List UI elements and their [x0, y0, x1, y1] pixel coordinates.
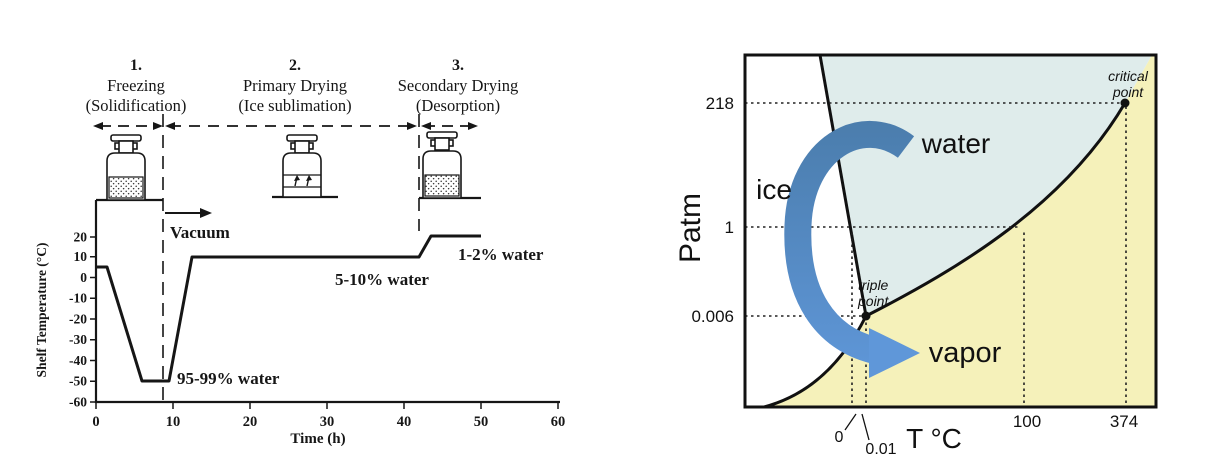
melting-line: [818, 55, 868, 317]
water-phase-diagram: ice water vapor triple point critical po…: [674, 53, 1158, 458]
frozen-fill: [108, 176, 144, 199]
stage-2-subtitle: (Ice sublimation): [238, 96, 351, 115]
x-tick-label: 30: [320, 414, 335, 430]
y-tick-label: -30: [69, 332, 87, 347]
stage-1-title: Freezing: [107, 76, 165, 95]
stage-2-title: Primary Drying: [243, 76, 347, 95]
vaporization-curve: [865, 102, 1127, 318]
stage-3-title: Secondary Drying: [398, 76, 519, 95]
arrowhead-right-icon: [153, 122, 163, 130]
region-water-label: water: [921, 128, 990, 159]
plot-border: [743, 53, 1158, 409]
x-tick-0: 0: [835, 429, 844, 446]
vacuum-annotation: Vacuum: [165, 208, 230, 242]
shelf-temperature-curve: [96, 234, 481, 383]
arrowhead-left-icon: [93, 122, 103, 130]
stage-2-number: 2.: [289, 57, 301, 74]
lyophilization-process-chart: 1. Freezing (Solidification) 2. Primary …: [34, 57, 565, 447]
critical-point-label: critical point: [1108, 68, 1149, 100]
y-tick-label: 20: [74, 230, 88, 245]
vacuum-label: Vacuum: [170, 223, 230, 242]
y-axis-tick-labels: 20 10 0 -10 -20 -30 -40 -50 -60: [69, 230, 87, 410]
x-axis-tick-labels: 0 10 20 30 40 50 60: [92, 414, 565, 430]
triple-point-dot: [861, 311, 871, 321]
stage-1-number: 1.: [130, 57, 142, 74]
x-tick-label: 0: [92, 414, 99, 430]
vial-icon-sublimation: [272, 134, 338, 199]
arrowhead-left-icon: [421, 122, 431, 130]
y-tick-1: 1: [725, 218, 734, 237]
critical-point-dot: [1120, 98, 1130, 108]
vial-icon-freezing: [96, 134, 163, 202]
guide-lines: [745, 102, 1127, 403]
stage-headers: 1. Freezing (Solidification) 2. Primary …: [86, 57, 519, 115]
x-tick-001: 0.01: [865, 441, 896, 458]
x-tick-label: 50: [474, 414, 489, 430]
x-axis-title: Time (h): [290, 431, 345, 447]
y-tick-label: 10: [74, 249, 88, 264]
triple-point-label-line2: point: [857, 293, 889, 309]
x-tick-label: 20: [243, 414, 258, 430]
x-tick-label: 10: [166, 414, 181, 430]
region-water-area: [820, 55, 1152, 316]
x-tick-label: 60: [551, 414, 566, 430]
x-tick-label: 40: [397, 414, 412, 430]
y-tick-label: -50: [69, 374, 87, 389]
arrowhead-left-icon: [165, 122, 175, 130]
annotation-secondary-water: 1-2% water: [458, 245, 544, 264]
stage-3-subtitle: (Desorption): [416, 96, 500, 115]
region-ice-label: ice: [756, 174, 792, 205]
critical-point-label-line2: point: [1112, 84, 1144, 100]
y-tick-label: -60: [69, 395, 87, 410]
arrowhead-right-icon: [869, 328, 920, 378]
y-axis-ticks: [90, 236, 96, 403]
temperature-tick-labels: 0 0.01 100 374: [835, 412, 1139, 458]
temperature-axis-title: T °C: [906, 423, 962, 454]
axes: [94, 200, 560, 404]
y-tick-label: -10: [69, 291, 87, 306]
stage-1-subtitle: (Solidification): [86, 96, 187, 115]
region-vapor-area: [762, 55, 1156, 407]
sublimation-arrows-icon: [294, 175, 312, 187]
y-tick-0006: 0.006: [691, 307, 734, 326]
stage-span-arrows: [93, 122, 478, 130]
triple-point-label: triple point: [857, 277, 889, 309]
stage-3-number: 3.: [452, 57, 464, 74]
y-tick-label: 0: [80, 270, 87, 285]
y-tick-label: -20: [69, 312, 87, 327]
arrowhead-right-icon: [468, 122, 478, 130]
annotation-freezing-water: 95-99% water: [177, 369, 280, 388]
y-tick-label: -40: [69, 353, 87, 368]
pressure-tick-labels: 218 1 0.006: [691, 94, 734, 326]
annotation-primary-water: 5-10% water: [335, 270, 429, 289]
critical-point-label-line1: critical: [1108, 68, 1149, 84]
x-axis-ticks: [95, 402, 559, 409]
tick-leader-lines: [844, 413, 870, 441]
y-axis-title: Shelf Temperature (°C): [34, 243, 49, 378]
dried-fill: [424, 174, 460, 197]
arrowhead-right-icon: [200, 208, 212, 218]
pressure-axis-title: Patm: [674, 193, 707, 263]
freeze-drying-path-arrow: [784, 120, 920, 378]
y-tick-218: 218: [706, 94, 734, 113]
x-tick-100: 100: [1013, 412, 1041, 431]
arrowhead-right-icon: [407, 122, 417, 130]
triple-point-label-line1: triple: [858, 277, 889, 293]
region-vapor-label: vapor: [929, 337, 1002, 369]
vial-icon-desorption: [419, 131, 481, 200]
x-tick-374: 374: [1110, 412, 1138, 431]
